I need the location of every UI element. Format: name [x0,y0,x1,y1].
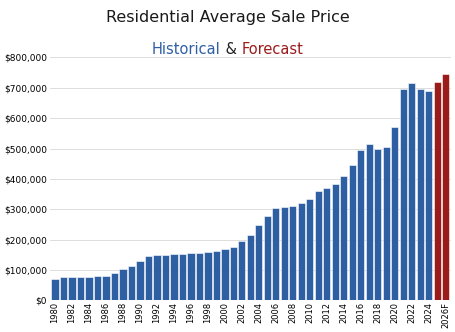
Bar [170,254,177,300]
Bar [417,89,424,300]
Bar [204,252,212,300]
Bar [408,83,415,300]
Text: Forecast: Forecast [241,42,303,56]
Bar [238,241,246,300]
Bar [179,254,186,300]
Bar [281,207,288,300]
Text: &: & [221,42,241,56]
Bar [102,276,110,300]
Bar [94,276,101,300]
Bar [119,269,126,300]
Bar [60,277,67,300]
Bar [230,247,237,300]
Bar [442,74,450,300]
Bar [298,203,305,300]
Bar [289,206,297,300]
Bar [136,261,144,300]
Bar [51,279,59,300]
Bar [255,225,263,300]
Bar [434,82,441,300]
Bar [86,277,93,300]
Bar [187,253,195,300]
Bar [425,91,432,300]
Bar [162,256,169,300]
Bar [366,144,373,300]
Bar [399,89,407,300]
Bar [111,273,118,300]
Bar [357,150,364,300]
Text: Historical: Historical [152,42,221,56]
Bar [221,249,228,300]
Bar [128,266,135,300]
Bar [247,235,254,300]
Bar [77,277,84,300]
Bar [306,199,313,300]
Bar [332,184,339,300]
Bar [315,191,322,300]
Bar [340,176,348,300]
Text: Residential Average Sale Price: Residential Average Sale Price [106,10,349,25]
Bar [153,255,161,300]
Bar [349,165,356,300]
Bar [391,127,399,300]
Bar [383,147,390,300]
Bar [145,256,152,300]
Bar [264,216,271,300]
Bar [68,277,76,300]
Bar [196,253,203,300]
Bar [272,208,279,300]
Bar [374,149,381,300]
Bar [323,188,330,300]
Bar [213,251,220,300]
